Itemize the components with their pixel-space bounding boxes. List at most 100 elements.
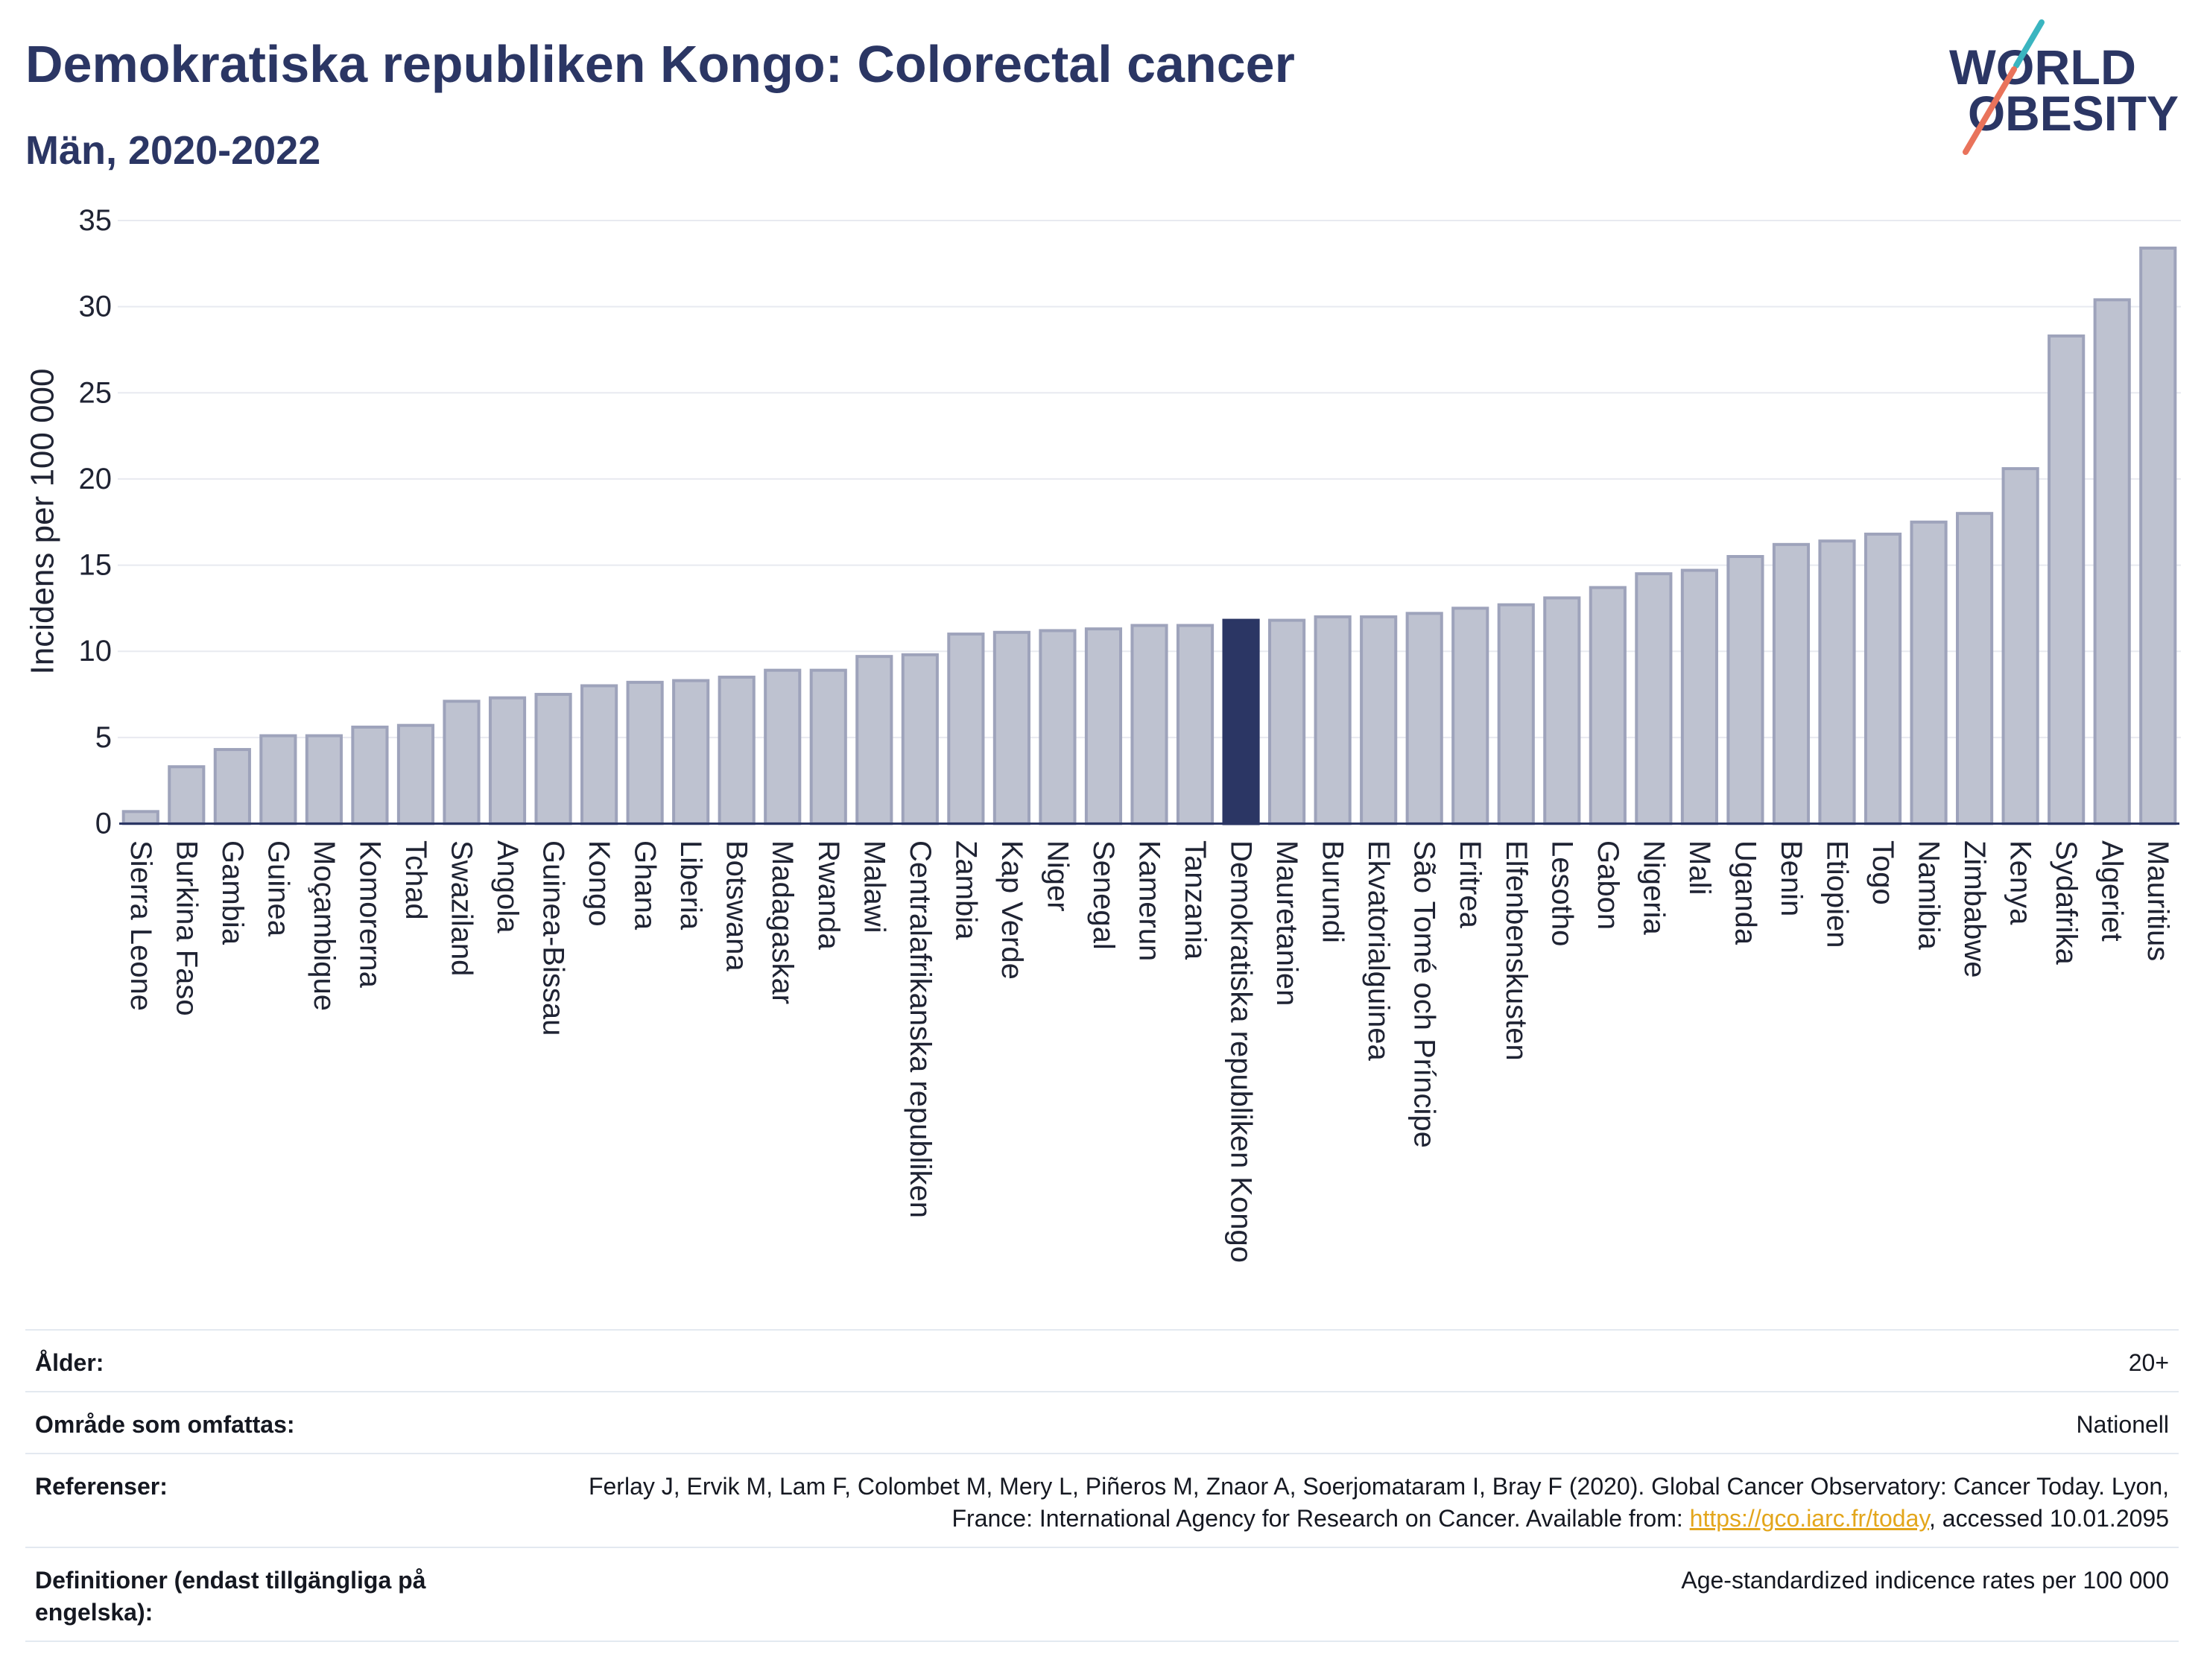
age-label: Ålder: [35, 1349, 104, 1376]
y-tick-label: 25 [79, 376, 113, 409]
x-tick-label-zimbabwe: Zimbabwe [1958, 840, 1991, 978]
bar-kap-verde [992, 630, 1030, 825]
meta-row-age: Ålder: 20+ [25, 1329, 2179, 1391]
x-tick-label-lesotho: Lesotho [1545, 840, 1578, 946]
bar-madagaskar [764, 668, 802, 825]
meta-row-definitions: Definitioner (endast tillgängliga på eng… [25, 1547, 2179, 1642]
bar-tchad [396, 723, 435, 825]
area-label: Område som omfattas: [35, 1411, 295, 1438]
bar-ekvatorialguinea [1360, 615, 1398, 825]
bar-eritrea [1451, 606, 1489, 825]
x-tick-label-guinea-bissau: Guinea-Bissau [537, 840, 570, 1036]
meta-row-area: Område som omfattas: Nationell [25, 1391, 2179, 1453]
bar-kongo [580, 684, 618, 825]
x-tick-label-madagaskar: Madagaskar [766, 840, 799, 1004]
x-tick-label-mauritius: Mauritius [2141, 840, 2174, 961]
x-tick-label-uganda: Uganda [1729, 840, 1761, 945]
y-tick-label: 20 [79, 463, 113, 495]
x-tick-label-guinea: Guinea [262, 840, 294, 937]
bar-nigeria [1635, 572, 1673, 825]
x-tick-label-eritrea: Eritrea [1454, 840, 1486, 929]
bar-guinea-bissau [534, 693, 572, 825]
bar-malawi [855, 655, 893, 825]
x-tick-label-sydafrika: Sydafrika [2050, 840, 2083, 965]
references-accessed: , accessed 10.01.2095 [1928, 1505, 2169, 1532]
x-tick-label-swaziland: Swaziland [446, 840, 478, 976]
x-tick-label-gambia: Gambia [216, 840, 249, 945]
x-tick-label-sierra-leone: Sierra Leone [124, 840, 157, 1011]
bar-rwanda [809, 668, 847, 825]
definitions-value: Age-standardized indicence rates per 100… [1681, 1567, 2169, 1594]
x-tick-label-burkina-faso: Burkina Faso [170, 840, 203, 1016]
bar-senegal [1084, 627, 1123, 825]
x-tick-label-ekvatorialguinea: Ekvatorialguinea [1362, 840, 1395, 1061]
bar-kamerun [1130, 624, 1168, 825]
bar-gabon [1589, 586, 1627, 825]
bar-zimbabwe [1956, 512, 1994, 825]
bar-sydafrika [2048, 334, 2086, 825]
x-tick-label-burundi: Burundi [1317, 840, 1349, 943]
logo-text-world: WORLD [1949, 39, 2136, 95]
bar-ghana [626, 680, 664, 825]
x-tick-label-centralafrikanska-republiken: Centralafrikanska republiken [904, 840, 937, 1218]
bar-chart: 0 5 10 15 20 25 30 35 Incidens per 100 000 Sierra… [25, 204, 2181, 1263]
x-tick-label-botswana: Botswana [721, 840, 753, 971]
logo-slash-coral [1963, 66, 2017, 155]
bar-niger [1039, 629, 1077, 825]
x-tick-label-komorerna: Komorerna [353, 840, 386, 989]
x-tick-label-kap-verde: Kap Verde [995, 840, 1028, 980]
reference-link[interactable]: https://gco.iarc.fr/today [1689, 1505, 1929, 1532]
x-tick-label-zambia: Zambia [949, 840, 982, 940]
area-value: Nationell [2076, 1411, 2169, 1438]
x-tick-label-mocambique: Moçambique [308, 840, 341, 1011]
y-tick-label: 30 [79, 291, 113, 323]
bar-demokratiska-republiken-kongo [1222, 618, 1260, 825]
x-tick-label-ghana: Ghana [629, 840, 662, 931]
bar-botswana [718, 675, 756, 825]
bar-lesotho [1543, 596, 1581, 825]
x-tick-label-etiopien: Etiopien [1821, 840, 1854, 948]
bar-guinea [259, 734, 297, 825]
y-tick-label: 15 [79, 549, 113, 582]
bar-namibia [1910, 520, 1948, 825]
x-tick-label-malawi: Malawi [858, 840, 890, 933]
bar-komorerna [351, 725, 389, 825]
bar-etiopien [1818, 539, 1856, 825]
bar-mauretanien [1268, 618, 1306, 825]
x-tick-label-rwanda: Rwanda [812, 840, 845, 951]
x-tick-label-tchad: Tchad [399, 840, 432, 920]
bar-burkina-faso [168, 765, 206, 825]
x-tick-label-nigeria: Nigeria [1637, 840, 1670, 935]
bar-sierra-leone [121, 810, 159, 825]
bar-algeriet [2093, 298, 2131, 825]
x-tick-label-benin: Benin [1775, 840, 1808, 916]
bar-liberia [672, 679, 710, 825]
bar-togo [1863, 532, 1902, 825]
x-tick-label-kongo: Kongo [583, 840, 615, 927]
bar-mocambique [305, 734, 343, 825]
meta-row-references: Referenser: Ferlay J, Ervik M, Lam F, Co… [25, 1453, 2179, 1547]
bar-angola [488, 696, 527, 825]
bar-burundi [1314, 615, 1352, 825]
bar-uganda [1726, 555, 1764, 825]
x-tick-label-algeriet: Algeriet [2096, 840, 2129, 942]
y-tick-label: 0 [95, 808, 112, 840]
y-tick-label: 10 [79, 635, 113, 668]
x-tick-label-mali: Mali [1683, 840, 1716, 895]
bar-elfenbenskusten [1497, 603, 1535, 825]
bar-swaziland [443, 700, 481, 825]
bar-sao-tome-och-principe [1405, 612, 1443, 825]
logo-text-obesity: OBESITY [1968, 86, 2179, 141]
chart-title: Demokratiska republiken Kongo: Colorecta… [25, 35, 1295, 93]
x-tick-label-togo: Togo [1866, 840, 1899, 905]
world-obesity-logo: WORLD OBESITY [1949, 19, 2179, 155]
logo-slash-teal [2013, 19, 2045, 69]
x-tick-label-mauretanien: Mauretanien [1270, 840, 1303, 1006]
x-tick-label-angola: Angola [491, 840, 524, 933]
definitions-label: Definitioner (endast tillgängliga på eng… [35, 1567, 426, 1626]
x-tick-label-tanzania: Tanzania [1179, 840, 1212, 960]
x-tick-label-namibia: Namibia [1913, 840, 1945, 950]
y-tick-label: 5 [95, 721, 112, 754]
references-text: Ferlay J, Ervik M, Lam F, Colombet M, Me… [588, 1473, 2169, 1532]
bar-gambia [213, 748, 251, 825]
